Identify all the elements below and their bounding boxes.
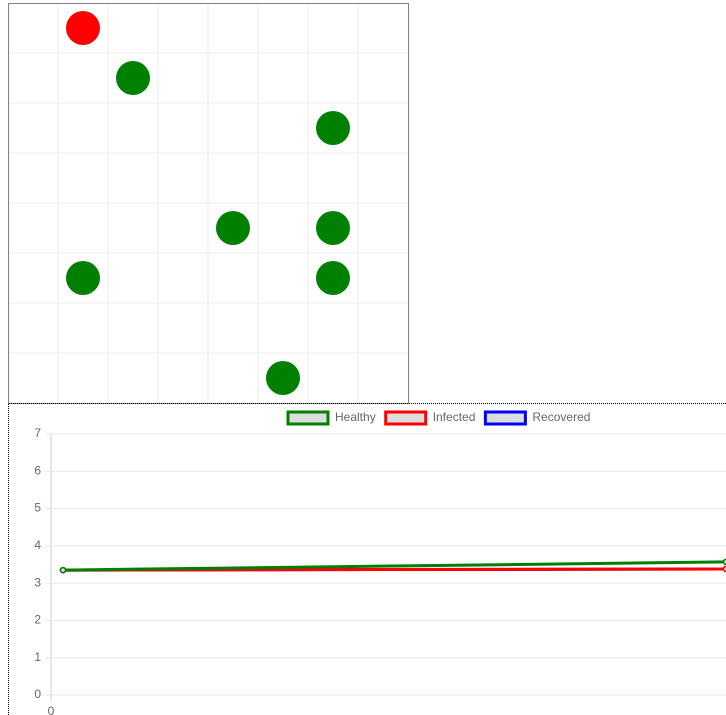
legend-swatch xyxy=(384,410,428,426)
y-tick-label: 2 xyxy=(34,613,41,627)
agent xyxy=(116,61,150,95)
point xyxy=(722,565,726,573)
agent xyxy=(66,11,100,45)
point xyxy=(722,558,726,566)
y-tick-label: 7 xyxy=(34,426,41,440)
series-line xyxy=(62,560,726,572)
y-tick-label: 0 xyxy=(34,687,41,701)
x-tick-label: 0 xyxy=(48,704,55,715)
agent xyxy=(266,361,300,395)
y-tick-label: 6 xyxy=(34,463,41,477)
agent xyxy=(316,261,350,295)
legend-swatch xyxy=(483,410,527,426)
legend-label: Healthy xyxy=(335,410,376,424)
agent xyxy=(66,261,100,295)
agent xyxy=(316,211,350,245)
chart: 0 1 2 3 4 5 6 7 0 Healthy Infected Recovered xyxy=(8,403,726,715)
legend-swatch xyxy=(286,410,330,426)
y-tick-label: 1 xyxy=(34,650,41,664)
legend-label: Infected xyxy=(433,410,476,424)
legend-label: Recovered xyxy=(532,410,590,424)
agent xyxy=(316,111,350,145)
point xyxy=(59,566,67,574)
chart-border xyxy=(8,403,726,715)
y-tick-label: 4 xyxy=(34,538,41,552)
world-border xyxy=(8,3,409,404)
y-tick-label: 3 xyxy=(34,575,41,589)
agent xyxy=(216,211,250,245)
y-tick-label: 5 xyxy=(34,501,41,515)
world-grid xyxy=(8,3,409,404)
